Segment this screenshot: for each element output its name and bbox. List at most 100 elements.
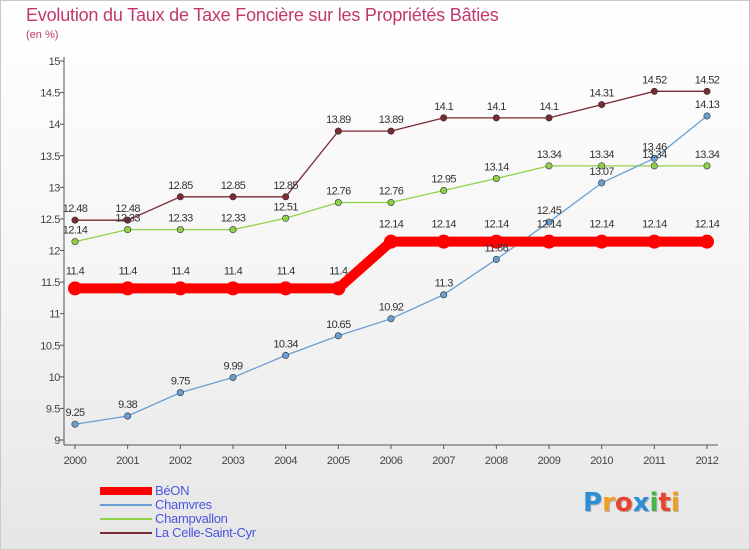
data-label-b-on: 11.4: [171, 265, 190, 277]
data-label-chamvres: 11.3: [435, 278, 454, 290]
y-tick-label: 13: [49, 182, 61, 194]
data-label-champvallon: 12.51: [273, 201, 298, 213]
data-point-la-celle-saint-cyr: [334, 127, 342, 135]
y-tick-label: 13.5: [40, 151, 60, 163]
y-tick-label: 12: [49, 246, 61, 258]
data-label-b-on: 11.4: [66, 265, 85, 277]
data-point-champvallon: [387, 198, 395, 206]
data-point-la-celle-saint-cyr: [387, 127, 395, 135]
data-point-b-on: [278, 281, 293, 296]
data-point-chamvres: [545, 218, 553, 226]
y-tick-label: 12.5: [40, 214, 60, 226]
data-label-champvallon: 12.33: [115, 213, 140, 225]
data-point-la-celle-saint-cyr: [492, 114, 500, 122]
data-label-champvallon: 12.33: [221, 213, 246, 225]
data-label-champvallon: 12.76: [379, 185, 404, 197]
data-label-la-celle-saint-cyr: 12.85: [273, 180, 298, 192]
data-label-chamvres: 13.46: [642, 141, 667, 153]
data-label-la-celle-saint-cyr: 13.89: [379, 114, 404, 126]
data-label-la-celle-saint-cyr: 14.52: [695, 74, 720, 86]
data-point-chamvres: [387, 315, 395, 323]
y-tick-label: 11.5: [41, 277, 60, 289]
data-point-b-on: [384, 234, 398, 249]
data-point-b-on: [594, 234, 609, 249]
y-tick-label: 14: [49, 119, 61, 131]
data-point-chamvres: [440, 291, 448, 299]
data-point-chamvres: [176, 389, 184, 397]
data-point-b-on: [173, 281, 188, 296]
data-point-champvallon: [124, 226, 132, 234]
data-point-b-on: [647, 234, 662, 249]
data-label-chamvres: 10.92: [379, 302, 404, 314]
data-label-b-on: 12.14: [537, 219, 562, 231]
data-label-la-celle-saint-cyr: 12.48: [115, 203, 140, 215]
data-point-la-celle-saint-cyr: [545, 114, 553, 122]
data-point-b-on: [542, 234, 556, 249]
data-point-la-celle-saint-cyr: [176, 193, 184, 201]
data-label-chamvres: 9.25: [65, 407, 84, 419]
x-tick-label: 2011: [643, 455, 665, 467]
data-label-b-on: 11.4: [277, 265, 296, 277]
data-label-champvallon: 12.76: [326, 185, 351, 197]
data-label-champvallon: 13.34: [642, 149, 667, 161]
data-label-chamvres: 11.86: [484, 242, 508, 254]
data-point-la-celle-saint-cyr: [71, 216, 79, 224]
data-label-b-on: 12.14: [431, 219, 456, 231]
y-tick-label: 9.5: [46, 403, 60, 415]
data-point-chamvres: [282, 351, 290, 359]
x-tick-label: 2004: [274, 455, 297, 467]
data-point-b-on: [489, 234, 504, 249]
data-label-la-celle-saint-cyr: 12.85: [168, 180, 193, 192]
data-label-la-celle-saint-cyr: 12.48: [63, 203, 88, 215]
data-point-b-on: [436, 234, 451, 249]
legend-label: La Celle-Saint-Cyr: [155, 525, 256, 540]
data-point-champvallon: [71, 238, 79, 246]
data-label-la-celle-saint-cyr: 14.31: [589, 88, 614, 100]
y-tick-label: 10.5: [40, 340, 60, 352]
data-point-b-on: [68, 281, 82, 296]
data-label-b-on: 12.14: [695, 219, 720, 231]
data-label-chamvres: 14.13: [695, 99, 720, 111]
legend-swatch: [100, 487, 152, 495]
data-point-champvallon: [282, 214, 290, 222]
data-label-champvallon: 12.14: [63, 225, 88, 237]
legend-label: Chamvres: [155, 497, 212, 512]
series-line-chamvres: [74, 115, 708, 425]
data-point-chamvres: [229, 373, 237, 381]
x-tick-label: 2005: [327, 455, 350, 467]
unit-label: (en %): [26, 29, 59, 41]
legend-label: BéON: [155, 483, 190, 498]
y-tick-label: 15: [49, 56, 61, 68]
data-label-b-on: 11.4: [224, 265, 243, 277]
data-label-b-on: 12.14: [484, 219, 509, 231]
data-point-champvallon: [440, 186, 448, 194]
x-tick-label: 2003: [222, 455, 245, 467]
data-point-champvallon: [492, 174, 500, 182]
data-label-champvallon: 12.33: [168, 213, 193, 225]
data-label-b-on: 12.14: [589, 219, 614, 231]
data-label-chamvres: 10.34: [273, 338, 298, 350]
legend-swatch: [100, 518, 152, 520]
x-tick-label: 2002: [169, 455, 192, 467]
chart-title: Evolution du Taux de Taxe Foncière sur l…: [26, 5, 499, 25]
data-label-la-celle-saint-cyr: 14.1: [487, 101, 506, 113]
data-label-chamvres: 9.38: [118, 399, 137, 411]
x-tick-label: 2010: [590, 455, 613, 467]
data-point-champvallon: [650, 162, 658, 170]
data-label-chamvres: 10.65: [326, 319, 351, 331]
proxiti-logo: Proxiti: [583, 488, 680, 518]
y-tick-label: 9: [54, 435, 60, 447]
data-label-b-on: 12.14: [379, 219, 404, 231]
series-line-b-on: [75, 236, 707, 294]
data-label-b-on: 12.14: [642, 219, 667, 231]
data-point-la-celle-saint-cyr: [440, 114, 448, 122]
data-point-b-on: [700, 234, 714, 249]
data-label-chamvres: 9.99: [223, 360, 242, 372]
data-point-champvallon: [545, 162, 553, 170]
y-tick-label: 11: [49, 309, 60, 321]
data-label-chamvres: 9.75: [171, 376, 190, 388]
legend-swatch: [100, 532, 152, 534]
data-point-chamvres: [124, 412, 132, 420]
